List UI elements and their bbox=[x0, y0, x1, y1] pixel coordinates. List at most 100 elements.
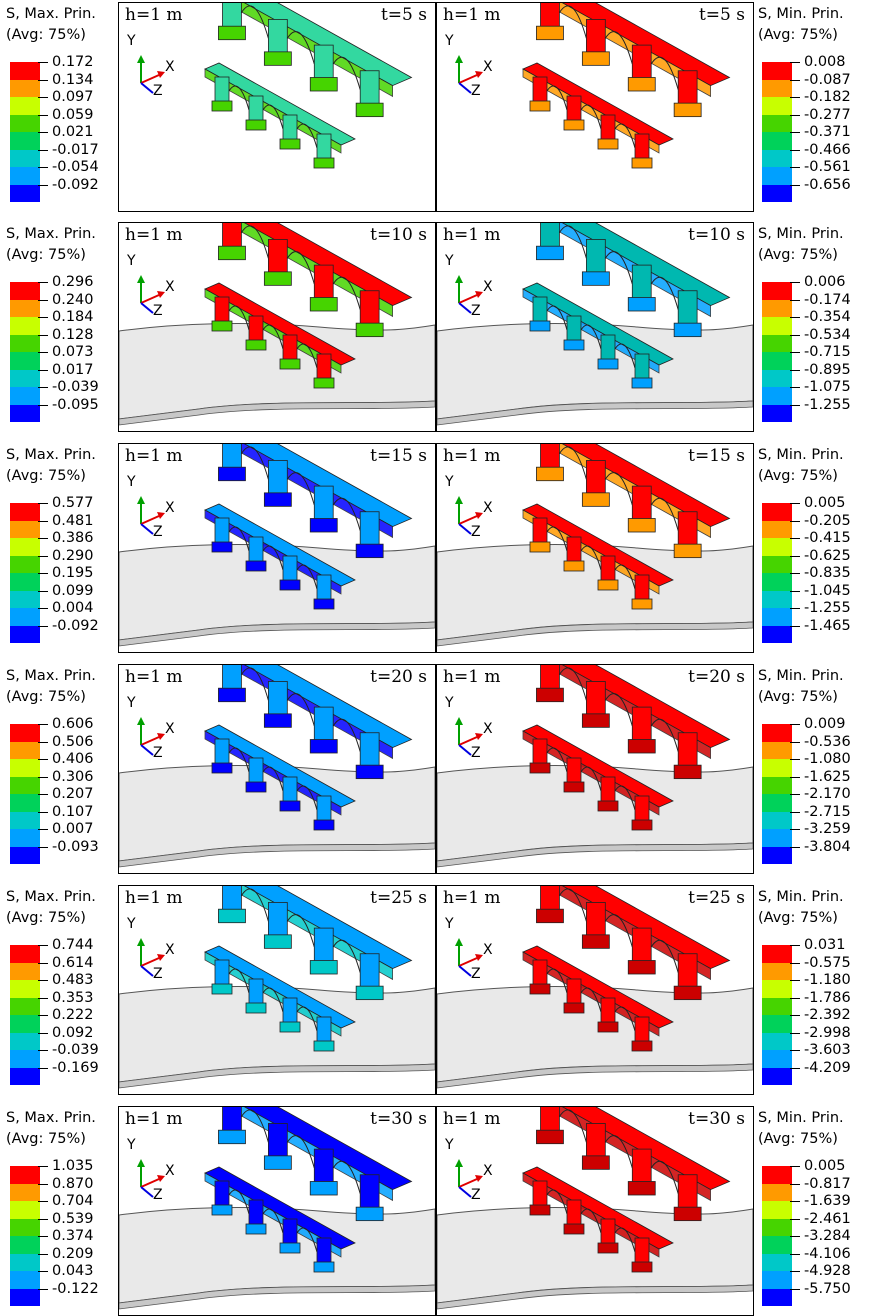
axis-y-label: Y bbox=[127, 253, 136, 269]
tick-label: -3.804 bbox=[790, 839, 851, 857]
pier-footing bbox=[597, 800, 619, 812]
axis-y-label: Y bbox=[127, 474, 136, 490]
tick-label: -0.174 bbox=[790, 292, 851, 310]
z-axis-arrow bbox=[140, 82, 154, 94]
bridge-pier bbox=[540, 1107, 560, 1134]
water-bottom-edge bbox=[119, 1063, 435, 1089]
bridge-pier bbox=[600, 555, 616, 583]
colorbar bbox=[10, 282, 40, 422]
y-axis-head bbox=[455, 496, 463, 504]
tick-label: 0.043 bbox=[38, 1263, 99, 1281]
colorbar-band bbox=[762, 369, 792, 387]
tick-label: -1.639 bbox=[790, 1193, 851, 1211]
bridge-arch bbox=[286, 472, 315, 506]
contour-plot bbox=[119, 1107, 435, 1310]
bridge-pier bbox=[677, 732, 698, 769]
axis-z-label: Z bbox=[471, 524, 481, 540]
pier-footing bbox=[673, 102, 702, 118]
axis-z-label: Z bbox=[471, 745, 481, 761]
pier-footing bbox=[673, 543, 702, 559]
axis-y-label: Y bbox=[127, 695, 136, 711]
colorbar bbox=[762, 724, 792, 864]
colorbar-band bbox=[10, 846, 40, 864]
bridge-pier bbox=[316, 795, 332, 823]
legend-subtitle: (Avg: 75%) bbox=[758, 247, 838, 263]
bridge-front bbox=[522, 503, 674, 610]
x-axis-arrow bbox=[458, 1178, 478, 1188]
bridge-arch bbox=[546, 968, 568, 994]
pier-footing bbox=[529, 762, 551, 774]
legend-subtitle: (Avg: 75%) bbox=[758, 468, 838, 484]
bridge-arch bbox=[614, 1006, 636, 1032]
tick-label: 0.606 bbox=[38, 716, 99, 734]
colorbar-band bbox=[762, 62, 792, 80]
bridge-front bbox=[204, 62, 356, 169]
pier-footing bbox=[563, 1002, 585, 1014]
x-axis-head bbox=[157, 291, 165, 298]
pier-footing bbox=[355, 764, 384, 780]
x-axis-arrow bbox=[140, 736, 160, 746]
x-axis-head bbox=[157, 733, 165, 740]
colorbar-band bbox=[762, 317, 792, 335]
pier-footing bbox=[309, 77, 338, 92]
tick-label: -4.928 bbox=[790, 1263, 851, 1281]
tick-label: 0.614 bbox=[38, 955, 99, 973]
water-bottom-edge bbox=[119, 400, 435, 426]
bridge-arch bbox=[650, 497, 679, 531]
bridge-arch bbox=[262, 987, 284, 1013]
bridge-arch bbox=[614, 123, 636, 149]
pier-footing bbox=[563, 560, 585, 572]
colorbar-band bbox=[10, 625, 40, 643]
axis-y-label: Y bbox=[445, 33, 454, 49]
colorbar-band bbox=[10, 334, 40, 352]
axis-z-label: Z bbox=[153, 966, 163, 982]
legend-right: S, Min. Prin. (Avg: 75%) 0.009 -0.536 -1.080… bbox=[758, 666, 870, 874]
colorbar bbox=[10, 1166, 40, 1306]
tick-label: -2.715 bbox=[790, 804, 851, 822]
bridge-arch bbox=[558, 225, 587, 259]
depth-label: h=1 m bbox=[125, 667, 183, 687]
tick-label: 0.386 bbox=[38, 530, 99, 548]
bridge-back bbox=[218, 223, 413, 338]
tick-label: -0.466 bbox=[790, 142, 851, 160]
colorbar-band bbox=[10, 1050, 40, 1068]
z-axis-arrow bbox=[140, 523, 154, 535]
tick-label: 0.539 bbox=[38, 1211, 99, 1229]
bridge-pier bbox=[248, 757, 264, 785]
legend-subtitle: (Avg: 75%) bbox=[6, 27, 86, 43]
bridge-pier bbox=[600, 334, 616, 362]
time-label: t=15 s bbox=[688, 446, 745, 466]
bridge-front bbox=[522, 62, 674, 169]
bridge-arch bbox=[286, 251, 315, 285]
colorbar-band bbox=[762, 114, 792, 132]
colorbar-band bbox=[762, 829, 792, 847]
pier-footing bbox=[563, 1223, 585, 1235]
bridge-arch bbox=[240, 667, 269, 701]
legend-title: S, Min. Prin. bbox=[758, 447, 844, 463]
colorbar-band bbox=[10, 317, 40, 335]
tick-label: -0.415 bbox=[790, 530, 851, 548]
colorbar-band bbox=[10, 759, 40, 777]
colorbar-ticks: 0.009 -0.536 -1.080 -1.625 -2.170 -2.715 -3.25… bbox=[790, 716, 851, 857]
bridge-pier bbox=[267, 460, 288, 496]
x-axis-arrow bbox=[140, 294, 160, 304]
tick-label: 0.008 bbox=[790, 54, 851, 72]
tick-label: 0.184 bbox=[38, 309, 99, 327]
pier-footing bbox=[218, 245, 246, 261]
bridge-back bbox=[536, 665, 731, 780]
bridge-front bbox=[204, 282, 356, 389]
bridge-arch bbox=[546, 1189, 568, 1215]
colorbar-band bbox=[762, 573, 792, 591]
pier-footing bbox=[245, 339, 267, 351]
colorbar-ticks: 0.005 -0.205 -0.415 -0.625 -0.835 -1.045 -1.25… bbox=[790, 495, 851, 635]
z-axis-arrow bbox=[458, 302, 472, 314]
pier-footing bbox=[211, 100, 233, 112]
legend-subtitle: (Avg: 75%) bbox=[6, 247, 86, 263]
bridge-pier bbox=[359, 732, 380, 769]
bridge-arch bbox=[650, 56, 679, 90]
pier-footing bbox=[279, 1242, 301, 1254]
colorbar-band bbox=[762, 811, 792, 829]
colorbar-band bbox=[10, 573, 40, 591]
bridge-pier bbox=[282, 555, 298, 583]
